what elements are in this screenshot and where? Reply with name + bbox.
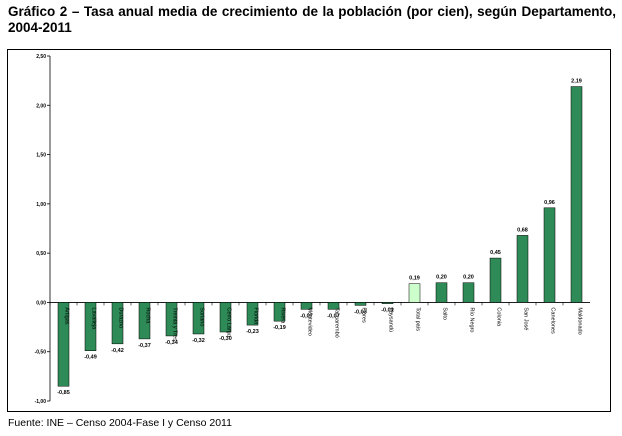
- category-label: Durazno: [118, 307, 124, 328]
- category-label: Río Negro: [469, 307, 475, 332]
- chart-frame: [7, 49, 611, 412]
- value-label: -0,37: [138, 343, 151, 349]
- y-tick-label: 1,00: [36, 202, 46, 208]
- value-label: 0,96: [544, 200, 555, 206]
- y-tick-label: 0,50: [36, 251, 46, 257]
- bar-salto: [435, 282, 448, 303]
- bar-canelones: [543, 207, 556, 303]
- bar-rocha: [138, 302, 151, 340]
- value-label: -0,01: [381, 307, 394, 313]
- category-label: Canelones: [550, 307, 556, 334]
- bar-tacuarembó: [327, 302, 340, 310]
- value-label: 0,19: [409, 276, 420, 282]
- bar-cerro-largo: [219, 302, 232, 333]
- bar-total-país: [408, 283, 421, 303]
- category-label: Rocha: [145, 307, 151, 324]
- bar-durazno: [111, 302, 124, 345]
- bar-río-negro: [462, 282, 475, 303]
- value-label: 0,68: [517, 227, 528, 233]
- category-label: Treinta y Tres: [172, 307, 178, 341]
- bar-san-josé: [516, 235, 529, 303]
- bar-maldonado: [570, 86, 583, 303]
- value-label: -0,42: [111, 348, 124, 354]
- y-tick-label: 2,50: [36, 54, 46, 60]
- source-note: Fuente: INE – Censo 2004-Fase I y Censo …: [8, 417, 232, 429]
- category-label: Florida: [253, 307, 259, 325]
- bar-artigas: [57, 302, 70, 387]
- bar-colonia: [489, 257, 502, 303]
- value-label: -0,30: [219, 336, 232, 342]
- value-label: -0,07: [327, 313, 340, 319]
- category-label: Rivera: [280, 307, 286, 324]
- category-label: Paysandú: [388, 307, 394, 331]
- category-label: Salto: [442, 307, 448, 320]
- y-tick-label: 0,00: [36, 300, 46, 306]
- value-label: -0,19: [273, 325, 286, 331]
- bar-paysandú: [381, 302, 394, 304]
- value-label: -0,32: [192, 338, 205, 344]
- value-label: -0,49: [84, 355, 97, 361]
- bar-chart: 2,50 2,00 1,50 1,00 0,50 0,00 -0,50 -1,00 -0,85 A…: [35, 54, 590, 405]
- y-tick-label: 2,00: [36, 103, 46, 109]
- bar-treinta-y-tres: [165, 302, 178, 337]
- category-label: Total país: [415, 307, 421, 331]
- value-label: 2,19: [571, 79, 582, 85]
- y-tick-label: 1,50: [36, 153, 46, 159]
- category-label: Maldonado: [577, 307, 583, 334]
- category-label: Cerro Largo: [226, 307, 232, 336]
- category-label: San José: [523, 307, 529, 330]
- chart-title: Gráfico 2 – Tasa anual media de crecimie…: [8, 4, 616, 35]
- category-label: Flores: [361, 307, 367, 323]
- bar-flores: [354, 302, 367, 306]
- value-label: -0,85: [57, 390, 70, 396]
- category-label: Tacuarembó: [334, 307, 340, 337]
- value-label: 0,20: [436, 275, 447, 281]
- value-label: -0,07: [300, 313, 313, 319]
- bar-rivera: [273, 302, 286, 322]
- category-label: Lavalleja: [91, 307, 97, 330]
- bar-soriano: [192, 302, 205, 335]
- category-label: Artigas: [64, 307, 70, 324]
- y-tick-label: -0,50: [35, 350, 47, 356]
- value-label: -0,03: [354, 309, 367, 315]
- value-label: -0,23: [246, 329, 259, 335]
- y-tick-label: -1,00: [35, 399, 47, 405]
- bar-florida: [246, 302, 259, 326]
- value-label: 0,20: [463, 275, 474, 281]
- category-label: Soriano: [199, 307, 205, 326]
- bar-lavalleja: [84, 302, 97, 351]
- bar-montevideo: [300, 302, 313, 310]
- category-label: Montevideo: [307, 307, 313, 335]
- category-label: Colonia: [496, 307, 502, 327]
- value-label: -0,34: [165, 340, 178, 346]
- value-label: 0,45: [490, 250, 501, 256]
